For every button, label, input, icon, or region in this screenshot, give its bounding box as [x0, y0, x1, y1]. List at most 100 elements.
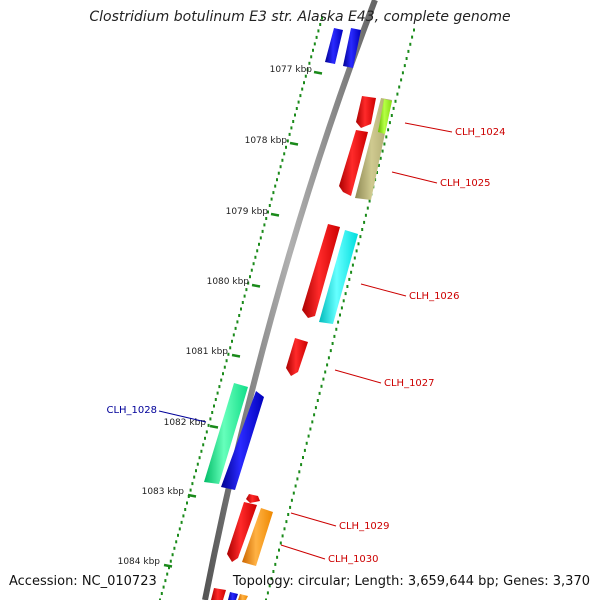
outer-tick-dot — [295, 485, 297, 488]
outer-tick-dot — [411, 36, 413, 39]
inner-tick-dot — [220, 379, 222, 382]
outer-tick-dot — [335, 328, 337, 331]
outer-tick-dot — [284, 527, 286, 530]
outer-tick-dot — [319, 392, 321, 395]
inner-tick-dot — [213, 405, 215, 408]
outer-tick-dot — [302, 456, 304, 459]
inner-tick-dot — [195, 469, 197, 472]
inner-tick-dot — [218, 385, 220, 388]
inner-tick-dot — [281, 159, 283, 162]
gene-red-1029-tip[interactable] — [246, 494, 260, 503]
outer-tick-dot — [352, 264, 354, 267]
outer-tick-dot — [383, 143, 385, 146]
outer-tick-dot — [354, 257, 356, 260]
inner-tick-dot — [269, 204, 271, 207]
outer-tick-dot — [337, 321, 339, 324]
map-title: Clostridium botulinum E3 str. Alaska E43… — [0, 9, 600, 25]
outer-tick-dot — [287, 513, 289, 516]
major-tick — [232, 355, 240, 357]
outer-tick-dot — [345, 292, 347, 295]
inner-tick-dot — [301, 88, 303, 91]
inner-tick-dot — [271, 198, 273, 201]
outer-tick-dot — [333, 335, 335, 338]
gene-red-1024-tip[interactable] — [356, 96, 376, 128]
gene-label[interactable]: CLH_1028 — [106, 405, 157, 416]
gene-blue-top-left[interactable] — [325, 28, 343, 64]
inner-tick-dot — [240, 308, 242, 311]
outer-tick-dot — [326, 363, 328, 366]
inner-tick-dot — [253, 262, 255, 265]
outer-tick-dot — [321, 385, 323, 388]
gene-label-leader — [361, 284, 406, 296]
gene-label-leader — [335, 370, 381, 383]
outer-tick-track — [265, 29, 415, 601]
gene-blue-bottom[interactable] — [228, 592, 238, 600]
inner-tick-dot — [217, 392, 219, 395]
inner-tick-dot — [280, 165, 282, 168]
major-tick — [290, 143, 298, 145]
inner-tick-dot — [184, 508, 186, 511]
outer-tick-dot — [350, 271, 352, 274]
outer-tick-dot — [289, 506, 291, 509]
outer-tick-dot — [293, 492, 295, 495]
outer-tick-dot — [361, 228, 363, 231]
outer-tick-dot — [280, 542, 282, 545]
inner-tick-dot — [163, 586, 165, 589]
outer-tick-dot — [313, 413, 315, 416]
inner-tick-dot — [229, 346, 231, 349]
outer-tick-dot — [324, 371, 326, 374]
outer-tick-dot — [339, 314, 341, 317]
gene-label[interactable]: CLH_1024 — [455, 127, 506, 138]
outer-tick-dot — [308, 435, 310, 438]
inner-tick-dot — [258, 243, 260, 246]
scale-label: 1081 kbp — [186, 347, 229, 357]
genome-summary-text: Topology: circular; Length: 3,659,644 bp… — [233, 574, 590, 589]
gene-label-leader — [405, 123, 452, 132]
inner-tick-dot — [316, 36, 318, 39]
outer-tick-dot — [391, 114, 393, 117]
gene-label-leader — [291, 513, 336, 526]
inner-tick-dot — [164, 579, 166, 582]
scale-label: 1077 kbp — [270, 65, 313, 75]
gene-label[interactable]: CLH_1025 — [440, 178, 491, 189]
outer-tick-dot — [356, 249, 358, 252]
inner-tick-dot — [303, 81, 305, 84]
inner-tick-dot — [312, 49, 314, 52]
gene-track — [204, 28, 392, 600]
outer-tick-dot — [332, 342, 334, 345]
gene-red-1027[interactable] — [286, 338, 308, 376]
inner-tick-dot — [235, 327, 237, 330]
outer-tick-dot — [398, 86, 400, 89]
inner-tick-dot — [305, 75, 307, 78]
outer-tick-dot — [291, 499, 293, 502]
inner-tick-dot — [172, 553, 174, 556]
gene-label[interactable]: CLH_1026 — [409, 291, 460, 302]
inner-tick-dot — [175, 540, 177, 543]
gene-orange-bottom[interactable] — [238, 594, 248, 600]
gene-label[interactable]: CLH_1030 — [328, 554, 379, 565]
scale-label: 1078 kbp — [245, 136, 288, 146]
outer-tick-dot — [341, 306, 343, 309]
gene-label[interactable]: CLH_1029 — [339, 521, 390, 532]
inner-tick-dot — [215, 398, 217, 401]
major-tick — [271, 214, 279, 216]
outer-tick-dot — [402, 71, 404, 74]
inner-tick-dot — [226, 359, 228, 362]
inner-tick-dot — [244, 295, 246, 298]
inner-tick-dot — [191, 482, 193, 485]
inner-tick-dot — [238, 314, 240, 317]
inner-tick-dot — [206, 430, 208, 433]
genome-map: 1077 kbp 1078 kbp 1079 kbp 1080 kbp 1081 kbp… — [0, 0, 600, 600]
inner-tick-dot — [274, 185, 276, 188]
scale-label: 1083 kbp — [142, 487, 185, 497]
outer-tick-dot — [387, 128, 389, 131]
inner-tick-dot — [199, 456, 201, 459]
outer-tick-dot — [359, 235, 361, 238]
outer-tick-dot — [346, 285, 348, 288]
inner-tick-dot — [263, 223, 265, 226]
gene-label[interactable]: CLH_1027 — [384, 378, 435, 389]
gene-label-leader — [392, 172, 437, 183]
inner-tick-dot — [287, 139, 289, 142]
gene-red-bottom[interactable] — [211, 588, 226, 600]
outer-tick-dot — [380, 157, 382, 160]
